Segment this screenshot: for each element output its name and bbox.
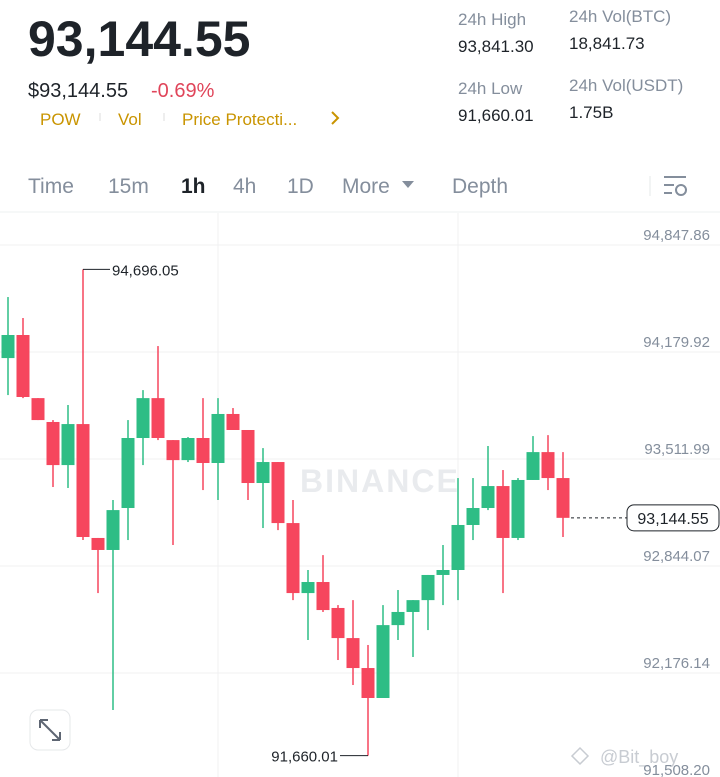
low-label: 91,660.01 xyxy=(271,749,338,766)
last-price-box xyxy=(626,504,720,532)
stat-label: 24h Vol(USDT) xyxy=(569,76,683,95)
candle-body xyxy=(541,452,555,479)
candle-body xyxy=(286,523,300,594)
candle-body xyxy=(301,582,315,594)
candle-body xyxy=(436,570,450,575)
y-tick-label: 91,508.20 xyxy=(643,762,710,777)
last-price: 93,144.55 xyxy=(28,11,250,67)
candle-body xyxy=(46,421,60,466)
price-change: -0.69% xyxy=(151,80,215,102)
candle-body xyxy=(511,479,525,538)
candle-body xyxy=(361,668,375,698)
candle-body xyxy=(151,398,165,439)
watermark: BINANCE xyxy=(300,463,460,499)
stat-value: 1.75B xyxy=(569,103,613,122)
tag[interactable]: Price Protecti... xyxy=(182,110,297,129)
candle-body xyxy=(241,429,255,484)
candle-body xyxy=(1,335,15,359)
candle-body xyxy=(136,398,150,439)
candle-body xyxy=(316,582,330,611)
y-tick-label: 93,511.99 xyxy=(644,441,710,458)
tag[interactable]: Vol xyxy=(118,110,142,129)
y-tick-label: 92,176.14 xyxy=(643,655,710,672)
candle-body xyxy=(91,537,105,550)
candle-body xyxy=(226,413,240,430)
tag[interactable]: POW xyxy=(40,110,81,129)
tab[interactable]: More xyxy=(342,175,390,198)
candle-body xyxy=(181,438,195,461)
candle-body xyxy=(391,611,405,626)
stat-label: 24h Low xyxy=(458,79,523,98)
candle-body xyxy=(196,438,210,463)
tab[interactable]: 15m xyxy=(108,175,149,198)
candle-body xyxy=(211,413,225,463)
watermark: @Bit_boy xyxy=(600,747,678,768)
candle-body xyxy=(526,452,540,480)
candle-body xyxy=(481,486,495,509)
candle-body xyxy=(61,424,75,466)
candle-body xyxy=(31,398,45,421)
tab-active[interactable]: 1h xyxy=(181,175,206,198)
tab[interactable]: Time xyxy=(28,175,74,198)
tab[interactable]: 4h xyxy=(233,175,256,198)
last-price-label: 93,144.55 xyxy=(637,511,708,528)
y-tick-label: 94,179.92 xyxy=(643,334,710,351)
candle-body xyxy=(466,508,480,525)
fiat-price: $93,144.55 xyxy=(28,80,128,102)
candle-body xyxy=(556,478,570,518)
stat-value: 93,841.30 xyxy=(458,37,534,56)
candle-body xyxy=(421,574,435,601)
y-tick-label: 92,844.07 xyxy=(643,548,710,565)
tab[interactable]: Depth xyxy=(452,175,508,198)
y-tick-label: 94,847.86 xyxy=(643,227,710,244)
candle-body xyxy=(121,438,135,509)
stat-value: 91,660.01 xyxy=(458,106,534,125)
candle-body xyxy=(346,638,360,669)
tag-arrow[interactable] xyxy=(331,111,340,125)
candle-body xyxy=(451,524,465,571)
candle-body xyxy=(76,424,90,538)
candle-body xyxy=(106,510,120,550)
candle-body xyxy=(16,335,30,397)
stat-label: 24h High xyxy=(458,10,526,29)
candlestick-chart: 94,847.86 94,179.92 93,511.99 92,844.07 92,1… xyxy=(0,227,720,777)
candle-body xyxy=(331,607,345,639)
candle-body xyxy=(166,440,180,461)
settings-icon[interactable] xyxy=(664,176,687,196)
candle-body xyxy=(256,462,270,484)
candle-body xyxy=(496,486,510,538)
candle-body xyxy=(376,625,390,698)
dropdown-arrow[interactable] xyxy=(402,181,414,188)
watermark-icon xyxy=(570,746,590,766)
expand-icon[interactable] xyxy=(39,719,61,741)
stat-label: 24h Vol(BTC) xyxy=(569,7,671,26)
high-label: 94,696.05 xyxy=(112,262,179,279)
candle-body xyxy=(271,462,285,524)
tab[interactable]: 1D xyxy=(287,175,314,198)
stat-value: 18,841.73 xyxy=(569,34,645,53)
candle-body xyxy=(406,600,420,612)
